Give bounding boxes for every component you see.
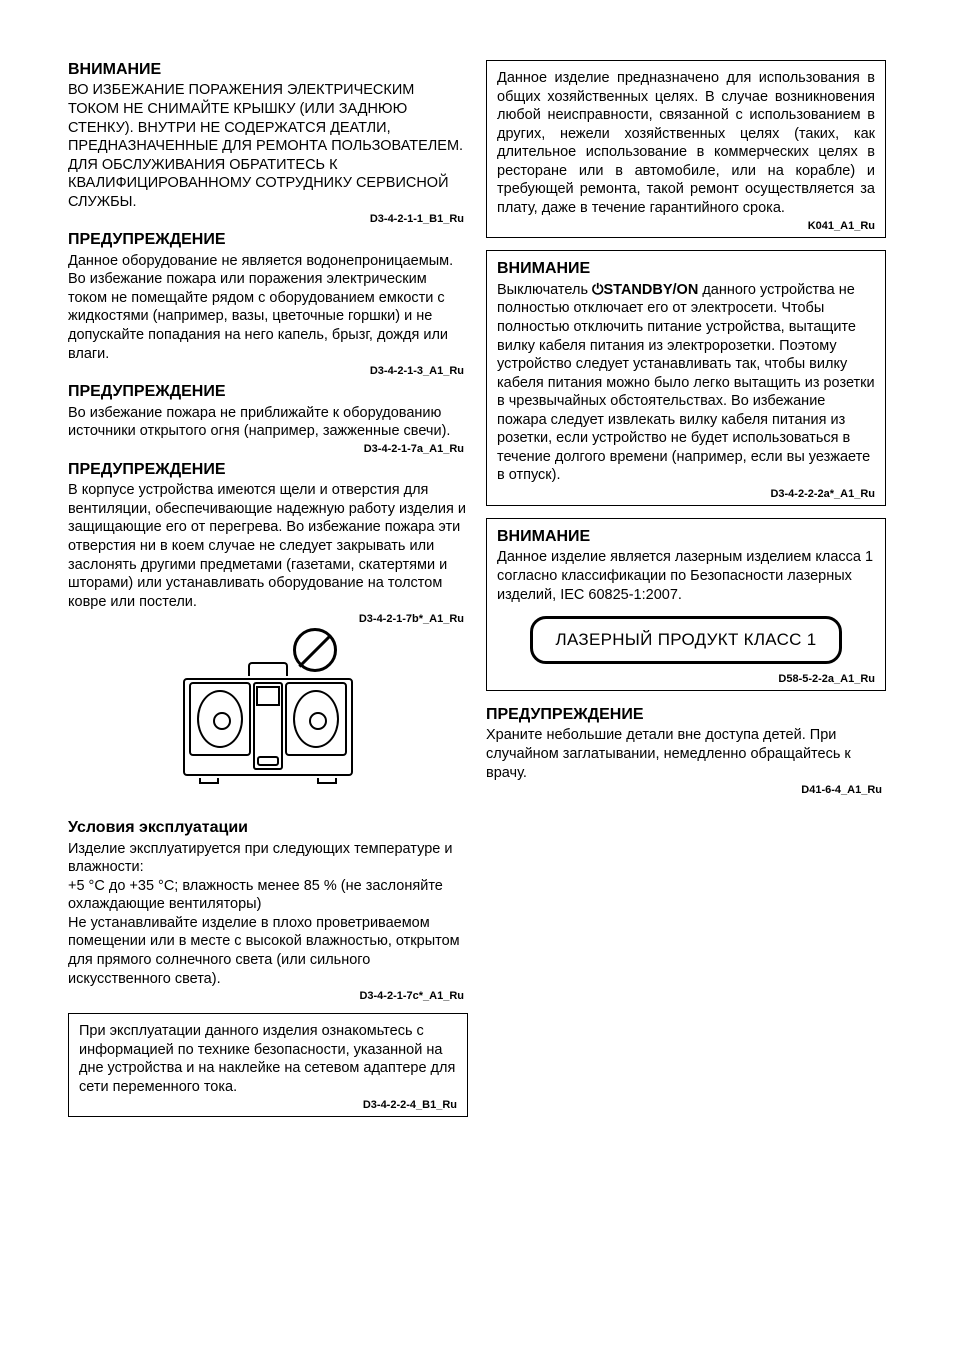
laser-class-label: ЛАЗЕРНЫЙ ПРОДУКТ КЛАСС 1 [530, 616, 841, 664]
ref-code: K041_A1_Ru [497, 219, 875, 233]
ref-code: D3-4-2-1-7a_A1_Ru [68, 442, 468, 456]
ref-code: D3-4-2-1-3_A1_Ru [68, 364, 468, 378]
boombox-icon [163, 636, 373, 796]
body-text: В корпусе устройства имеются щели и отве… [68, 481, 468, 611]
heading: ВНИМАНИЕ [497, 259, 875, 279]
body-text: Изделие эксплуатируется при следующих те… [68, 840, 468, 988]
ref-code: D3-4-2-1-7b*_A1_Ru [68, 612, 468, 626]
speaker-left-icon [189, 682, 251, 756]
small-parts-warning: ПРЕДУПРЕЖДЕНИЕ Храните небольшие детали … [486, 705, 886, 797]
prohibition-icon [293, 628, 337, 672]
ref-code: D3-4-2-1-7c*_A1_Ru [68, 989, 468, 1003]
ref-code: D3-4-2-1-1_B1_Ru [68, 212, 468, 226]
heading: ПРЕДУПРЕЖДЕНИЕ [68, 230, 468, 250]
heading: ПРЕДУПРЕЖДЕНИЕ [68, 382, 468, 402]
right-column: Данное изделие предназначено для использ… [486, 60, 886, 1129]
body-text: Данное изделие является лазерным изделие… [497, 548, 875, 604]
laser-warning-box: ВНИМАНИЕ Данное изделие является лазерны… [486, 518, 886, 691]
body-text: Во избежание пожара не приближайте к обо… [68, 404, 468, 441]
heading: ВНИМАНИЕ [68, 60, 468, 80]
heading: Условия эксплуатации [68, 818, 468, 838]
laser-label-wrap: ЛАЗЕРНЫЙ ПРОДУКТ КЛАСС 1 [497, 616, 875, 664]
standby-label: ⏻STANDBY/ON [592, 282, 698, 298]
heading: ПРЕДУПРЕЖДЕНИЕ [68, 460, 468, 480]
body-text: Данное оборудование не является водонепр… [68, 252, 468, 363]
warning-section-2: ПРЕДУПРЕЖДЕНИЕ Данное оборудование не яв… [68, 230, 468, 378]
ref-code: D3-4-2-2-2a*_A1_Ru [497, 487, 875, 501]
heading: ПРЕДУПРЕЖДЕНИЕ [486, 705, 886, 725]
body-text: Данное изделие предназначено для использ… [497, 69, 875, 217]
heading: ВНИМАНИЕ [497, 527, 875, 547]
body-text: Храните небольшие детали вне доступа дет… [486, 726, 886, 782]
standby-post-text: данного устройства не полностью отключае… [497, 282, 875, 483]
ref-code: D41-6-4_A1_Ru [486, 783, 886, 797]
body-text: ВО ИЗБЕЖАНИЕ ПОРАЖЕНИЯ ЭЛЕКТРИЧЕСКИМ ТОК… [68, 81, 468, 211]
safety-info-box: При эксплуатации данного изделия ознаком… [68, 1013, 468, 1117]
standby-pre-text: Выключатель [497, 282, 592, 298]
intended-use-box: Данное изделие предназначено для использ… [486, 60, 886, 238]
operating-conditions-section: Условия эксплуатации Изделие эксплуатиру… [68, 818, 468, 1003]
speaker-right-icon [285, 682, 347, 756]
ref-code: D58-5-2-2a_A1_Ru [497, 672, 875, 686]
warning-section-3: ПРЕДУПРЕЖДЕНИЕ Во избежание пожара не пр… [68, 382, 468, 456]
warning-section-1: ВНИМАНИЕ ВО ИЗБЕЖАНИЕ ПОРАЖЕНИЯ ЭЛЕКТРИЧ… [68, 60, 468, 226]
two-column-layout: ВНИМАНИЕ ВО ИЗБЕЖАНИЕ ПОРАЖЕНИЯ ЭЛЕКТРИЧ… [68, 60, 886, 1129]
ref-code: D3-4-2-2-4_B1_Ru [79, 1098, 457, 1112]
warning-section-4: ПРЕДУПРЕЖДЕНИЕ В корпусе устройства имею… [68, 460, 468, 626]
left-column: ВНИМАНИЕ ВО ИЗБЕЖАНИЕ ПОРАЖЕНИЯ ЭЛЕКТРИЧ… [68, 60, 468, 1129]
standby-warning-box: ВНИМАНИЕ Выключатель ⏻STANDBY/ON данного… [486, 250, 886, 506]
body-text: Выключатель ⏻STANDBY/ON данного устройст… [497, 281, 875, 485]
body-text: При эксплуатации данного изделия ознаком… [79, 1022, 457, 1096]
speaker-illustration [68, 636, 468, 796]
